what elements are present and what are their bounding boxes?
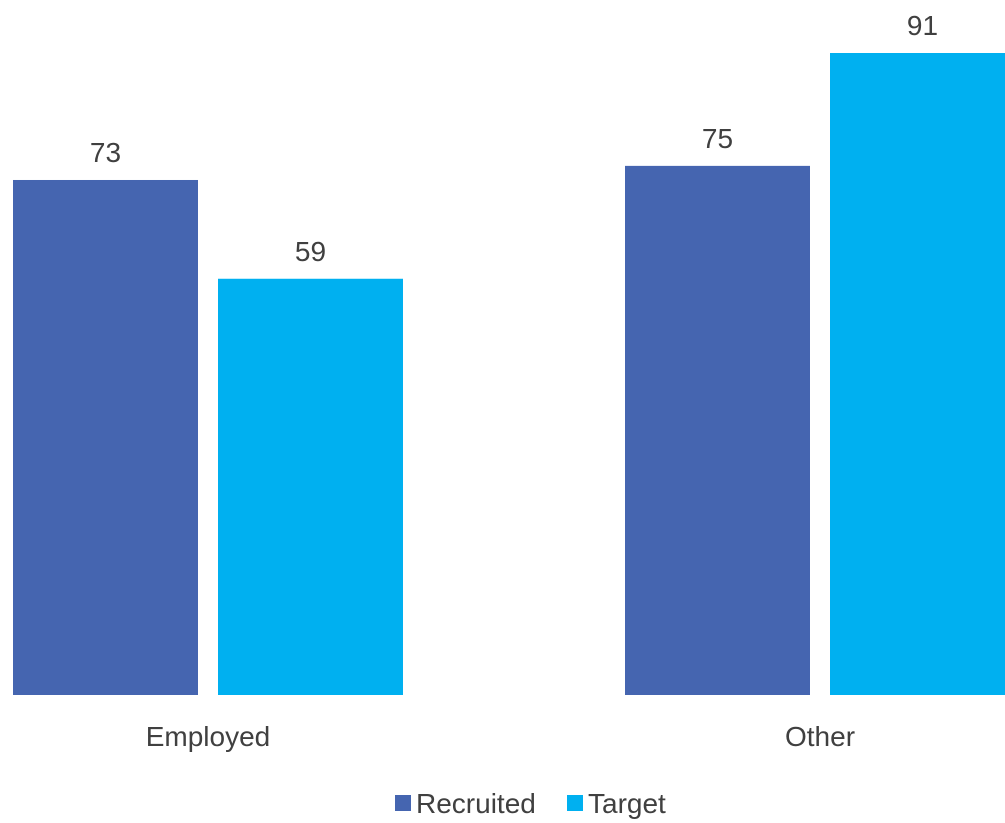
category-labels-group: Employed Other: [146, 721, 855, 752]
legend-label-recruited: Recruited: [416, 788, 536, 819]
bar-recruited-other: [625, 165, 810, 695]
bar-target-other: [830, 53, 1005, 695]
data-label-recruited-other: 75: [702, 123, 733, 154]
data-label-recruited-employed: 73: [90, 137, 121, 168]
legend-swatch-target: [567, 795, 583, 811]
data-label-target-employed: 59: [295, 236, 326, 267]
legend-swatch-recruited: [395, 795, 411, 811]
bar-recruited-employed: [13, 179, 198, 695]
data-labels-group: 73 59 75 91: [90, 10, 938, 267]
category-label-other: Other: [785, 721, 855, 752]
legend: Recruited Target: [395, 788, 666, 819]
category-label-employed: Employed: [146, 721, 271, 752]
bar-target-employed: [218, 278, 403, 695]
data-label-target-other: 91: [907, 10, 938, 41]
bars-group: [13, 53, 1005, 695]
legend-label-target: Target: [588, 788, 666, 819]
